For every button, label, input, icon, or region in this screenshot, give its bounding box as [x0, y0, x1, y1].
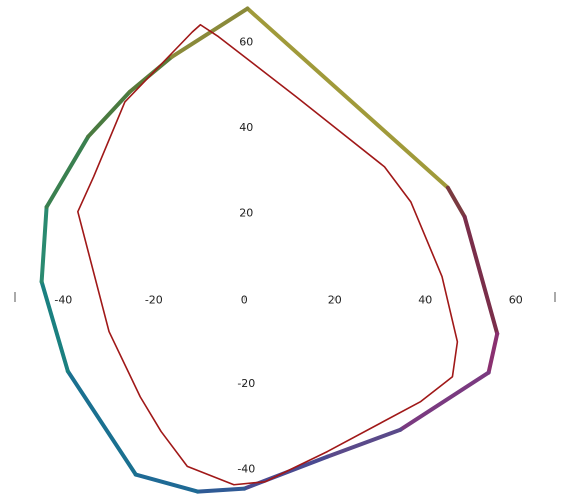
y-tick-label: 20 [239, 206, 253, 219]
line [77, 23, 459, 486]
line-segment [486, 331, 500, 375]
line-segment [44, 134, 91, 209]
line-segment [462, 214, 500, 336]
x-tick-label: 60 [509, 294, 523, 307]
line-segment [325, 427, 403, 459]
x-tick-label: 20 [328, 294, 342, 307]
line-segment [398, 370, 491, 432]
line-segment [39, 279, 70, 374]
x-tick-label: -40 [54, 294, 72, 307]
y-tick-label: 40 [239, 121, 253, 134]
x-tick-label: 0 [241, 294, 248, 307]
line-segment [245, 6, 450, 190]
y-tick-label: -40 [237, 462, 255, 475]
line-segment [133, 472, 200, 494]
line-segment [242, 454, 330, 491]
line-segment [195, 486, 247, 494]
line-segment [445, 185, 467, 219]
y-tick-label: 60 [239, 36, 253, 49]
line-segment [39, 204, 49, 284]
y-tick-label: -20 [237, 377, 255, 390]
line-segment [86, 89, 132, 139]
line-segment [65, 369, 138, 477]
x-tick-label: -20 [145, 294, 163, 307]
line-segment [169, 6, 250, 59]
x-tick-label: 40 [418, 294, 432, 307]
